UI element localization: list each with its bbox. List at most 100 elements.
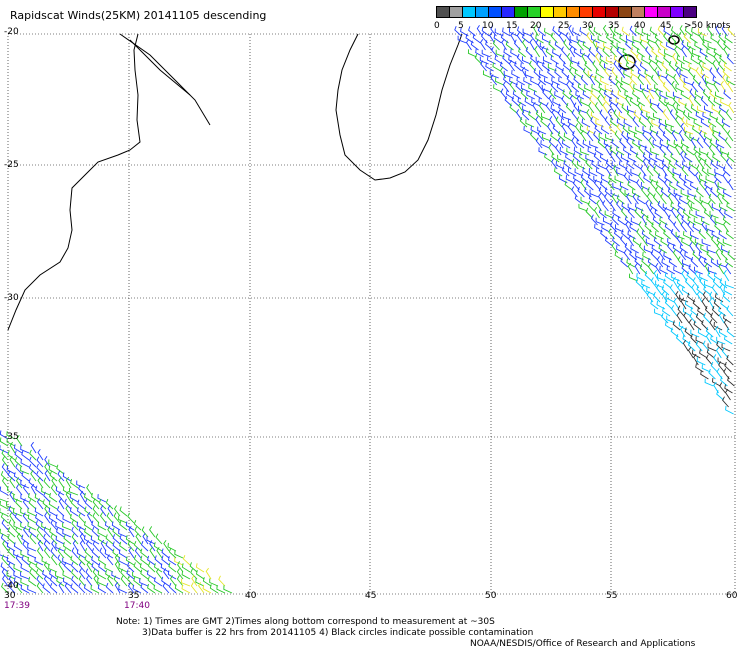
wind-barb — [547, 68, 555, 79]
wind-barb — [134, 526, 142, 538]
wind-barb — [593, 130, 601, 142]
wind-barb — [56, 527, 65, 538]
lon-label-30: 30 — [4, 591, 16, 601]
wind-barb — [705, 327, 714, 338]
wind-barb — [161, 555, 170, 566]
wind-barb — [78, 526, 86, 538]
wind-barb — [524, 97, 534, 107]
wind-barb — [648, 158, 656, 170]
wind-barb — [44, 469, 51, 482]
wind-barb — [105, 541, 114, 552]
wind-barb — [20, 563, 30, 573]
wind-barb — [625, 40, 633, 51]
time-label-left: 17:39 — [4, 601, 30, 611]
wind-barb — [708, 122, 715, 135]
wind-barb — [703, 257, 713, 268]
wind-barb — [71, 568, 79, 580]
wind-barb — [653, 165, 661, 177]
wind-barb — [632, 138, 641, 149]
wind-barb — [682, 208, 691, 219]
wind-barb — [533, 90, 543, 100]
wind-barb — [675, 116, 682, 128]
wind-barb — [70, 561, 79, 573]
wind-barb — [591, 83, 601, 93]
wind-barb — [86, 511, 93, 524]
wind-barb — [637, 74, 645, 86]
wind-barb — [118, 529, 128, 538]
wind-barb — [529, 38, 535, 51]
coastline-madagascar — [335, 33, 463, 181]
wind-barb — [616, 123, 624, 135]
wind-barb — [522, 28, 532, 37]
wind-barb — [644, 271, 653, 282]
wind-barb — [516, 76, 525, 86]
wind-barb — [638, 144, 646, 156]
wind-barb — [561, 95, 569, 107]
wind-barb — [71, 519, 79, 531]
wind-barb — [679, 25, 686, 37]
wind-barb — [594, 146, 604, 156]
wind-barb — [663, 278, 672, 289]
wind-barb — [605, 159, 614, 170]
wind-barb — [602, 24, 609, 37]
wind-barb — [714, 293, 724, 303]
wind-barb — [20, 458, 30, 468]
wind-barb — [15, 554, 23, 566]
legend-label: 0 — [434, 21, 440, 31]
wind-barb — [670, 228, 678, 240]
wind-barb — [588, 102, 595, 114]
wind-barb — [632, 35, 642, 44]
wind-barb — [161, 548, 170, 559]
wind-barb — [589, 95, 597, 107]
wind-barb — [684, 130, 692, 142]
wind-barb — [630, 146, 639, 156]
wind-barb — [718, 109, 726, 121]
wind-barb — [0, 471, 9, 482]
wind-barb — [58, 561, 65, 573]
wind-barb — [611, 214, 619, 226]
wind-barb — [83, 535, 93, 545]
wind-barb — [664, 98, 673, 107]
wind-barb — [28, 562, 37, 573]
wind-barb — [537, 126, 547, 135]
wind-barb — [620, 257, 629, 268]
wind-barb — [654, 33, 663, 44]
wind-barb — [722, 194, 730, 205]
wind-barb — [648, 153, 658, 163]
wind-barb — [62, 486, 72, 496]
wind-barb — [27, 550, 37, 559]
wind-barb — [577, 186, 585, 198]
wind-barb — [574, 69, 583, 79]
wind-barb — [509, 77, 518, 86]
wind-barb — [693, 353, 699, 366]
wind-barb — [604, 67, 612, 79]
wind-barb — [70, 583, 79, 594]
wind-barb — [634, 262, 641, 275]
wind-barb — [493, 84, 502, 93]
wind-barb — [695, 340, 703, 352]
wind-barb — [651, 222, 659, 233]
wind-barb — [711, 203, 721, 212]
wind-barb — [523, 76, 532, 86]
wind-barb — [713, 53, 720, 65]
wind-barb — [650, 249, 659, 261]
wind-barb — [636, 179, 643, 191]
wind-barb — [727, 178, 734, 191]
wind-barb — [602, 217, 612, 226]
wind-barb — [689, 235, 697, 247]
wind-barb — [547, 63, 557, 72]
wind-barb — [542, 56, 552, 65]
wind-barb — [97, 494, 107, 503]
wind-barb — [79, 490, 86, 503]
wind-barb — [140, 555, 149, 566]
wind-barb — [591, 159, 600, 170]
wind-barb — [585, 154, 595, 163]
legend-swatch — [592, 6, 606, 18]
wind-barb — [712, 152, 721, 163]
wind-barb — [666, 139, 676, 149]
wind-barb — [27, 508, 37, 517]
wind-barb — [711, 230, 720, 240]
wind-barb — [621, 130, 629, 142]
wind-barb — [647, 263, 655, 275]
wind-barb — [619, 181, 629, 191]
